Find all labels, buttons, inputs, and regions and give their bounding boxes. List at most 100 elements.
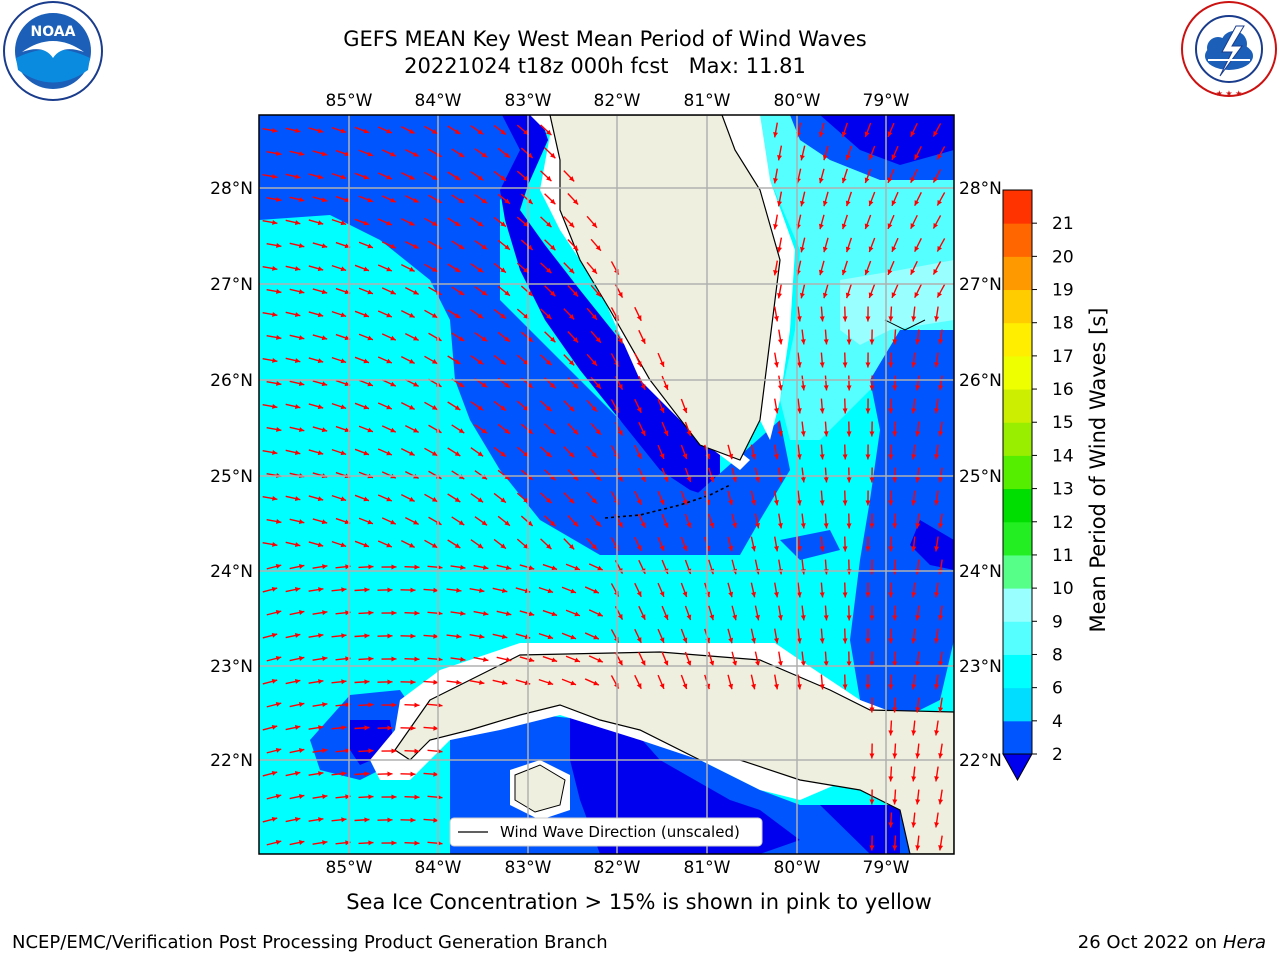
wind-wave-arrow bbox=[289, 288, 305, 295]
wind-wave-arrow bbox=[887, 168, 895, 184]
wind-wave-arrow bbox=[563, 216, 575, 228]
wind-wave-arrow bbox=[308, 357, 324, 364]
wind-wave-arrow bbox=[424, 401, 438, 411]
wind-wave-arrow bbox=[680, 444, 688, 460]
wind-wave-arrow bbox=[661, 605, 669, 621]
wind-wave-arrow bbox=[492, 633, 508, 639]
wind-wave-arrow bbox=[777, 375, 783, 391]
wind-wave-arrow bbox=[657, 536, 665, 552]
colorbar-tick-label: 11 bbox=[1052, 546, 1074, 566]
wind-wave-arrow bbox=[845, 283, 853, 299]
wind-wave-arrow bbox=[447, 493, 461, 503]
colorbar-segment bbox=[1003, 422, 1032, 456]
wind-wave-arrow bbox=[405, 148, 419, 158]
wind-wave-arrow bbox=[335, 702, 351, 708]
wind-wave-arrow bbox=[590, 238, 602, 252]
wind-wave-arrow bbox=[750, 490, 756, 506]
wind-wave-arrow bbox=[266, 793, 282, 800]
wind-wave-arrow bbox=[563, 400, 575, 412]
wind-wave-arrow bbox=[868, 145, 876, 161]
wind-wave-arrow bbox=[911, 674, 917, 690]
wind-wave-arrow bbox=[358, 333, 374, 341]
wind-wave-arrow bbox=[470, 217, 484, 227]
wind-wave-arrow bbox=[680, 490, 688, 506]
lat-label-left: 22°N bbox=[210, 751, 253, 771]
wind-wave-arrow bbox=[519, 564, 535, 571]
wind-wave-arrow bbox=[777, 467, 783, 483]
wind-wave-arrow bbox=[542, 609, 558, 617]
wind-wave-arrow bbox=[289, 518, 305, 525]
wind-wave-arrow bbox=[819, 444, 825, 460]
wind-wave-arrow bbox=[492, 679, 508, 685]
wind-wave-arrow bbox=[400, 817, 416, 823]
wind-wave-arrow bbox=[563, 262, 575, 274]
wind-wave-arrow bbox=[567, 193, 579, 205]
wind-wave-arrow bbox=[823, 513, 829, 529]
wind-wave-arrow bbox=[915, 421, 921, 437]
wind-wave-arrow bbox=[661, 421, 669, 437]
wind-wave-arrow bbox=[285, 817, 301, 823]
wind-wave-arrow bbox=[354, 172, 370, 180]
nws-logo: ★ ★ ★ bbox=[1181, 1, 1277, 98]
wind-wave-arrow bbox=[544, 239, 556, 251]
period-field-under-2-northeast bbox=[820, 115, 954, 165]
wind-wave-arrow bbox=[544, 469, 556, 481]
wind-wave-arrow bbox=[864, 260, 872, 276]
wind-wave-arrow bbox=[819, 398, 825, 414]
wind-wave-arrow bbox=[377, 587, 393, 593]
wind-wave-arrow bbox=[934, 674, 940, 690]
footer-date: 26 Oct 2022 on bbox=[1077, 932, 1223, 953]
wind-wave-arrow bbox=[846, 329, 852, 345]
wind-wave-arrow bbox=[496, 564, 512, 571]
wind-wave-arrow bbox=[262, 219, 278, 225]
wind-wave-arrow bbox=[845, 191, 853, 207]
wind-wave-arrow bbox=[285, 725, 301, 731]
lat-labels-right: 28°N 27°N 26°N 25°N 24°N 23°N 22°N bbox=[959, 179, 1002, 771]
wind-wave-arrow bbox=[289, 380, 305, 387]
wind-wave-arrow bbox=[869, 375, 875, 391]
wind-wave-arrow bbox=[865, 398, 871, 414]
wind-wave-arrow bbox=[915, 789, 921, 805]
wind-wave-arrow bbox=[934, 628, 940, 644]
wind-wave-arrow bbox=[538, 586, 554, 594]
wind-wave-arrow bbox=[424, 493, 438, 503]
noaa-logo: NOAA bbox=[3, 1, 103, 101]
wind-wave-arrow bbox=[405, 424, 419, 434]
wind-wave-arrow bbox=[308, 265, 324, 272]
wind-wave-arrow bbox=[777, 191, 783, 207]
wind-wave-arrow bbox=[381, 610, 397, 616]
wind-wave-arrow bbox=[934, 812, 940, 828]
wind-wave-arrow bbox=[474, 286, 488, 296]
wind-wave-arrow bbox=[938, 697, 944, 713]
wind-wave-arrow bbox=[404, 564, 420, 570]
wind-wave-arrow bbox=[934, 766, 940, 782]
wind-wave-arrow bbox=[262, 724, 278, 731]
period-field-2-4 bbox=[259, 115, 730, 555]
wind-wave-arrow bbox=[473, 656, 489, 662]
wind-wave-arrow bbox=[934, 582, 940, 598]
lat-label-right: 24°N bbox=[959, 562, 1002, 582]
wind-wave-arrow bbox=[936, 146, 946, 160]
wind-wave-arrow bbox=[911, 444, 917, 460]
wind-wave-arrow bbox=[266, 609, 282, 616]
wind-wave-arrow bbox=[842, 352, 848, 368]
wind-wave-arrow bbox=[588, 655, 604, 663]
wind-wave-arrow bbox=[381, 748, 397, 754]
wind-wave-arrow bbox=[540, 308, 552, 320]
wind-wave-arrow bbox=[892, 651, 898, 667]
wind-wave-arrow bbox=[869, 651, 875, 667]
wind-wave-arrow bbox=[590, 422, 602, 436]
wind-wave-arrow bbox=[450, 656, 466, 662]
wind-wave-arrow bbox=[424, 263, 438, 273]
wind-wave-arrow bbox=[493, 492, 507, 504]
wind-wave-arrow bbox=[377, 264, 393, 272]
wind-wave-arrow bbox=[638, 421, 646, 437]
wind-wave-arrow bbox=[938, 651, 944, 667]
wind-wave-arrow bbox=[823, 605, 829, 621]
wind-wave-arrow bbox=[335, 610, 351, 616]
wind-wave-arrow bbox=[864, 122, 872, 138]
period-field-under-2-southeast bbox=[820, 805, 900, 854]
wind-wave-arrow bbox=[657, 490, 665, 506]
wind-wave-arrow bbox=[888, 720, 894, 736]
wind-wave-arrow bbox=[708, 651, 715, 667]
